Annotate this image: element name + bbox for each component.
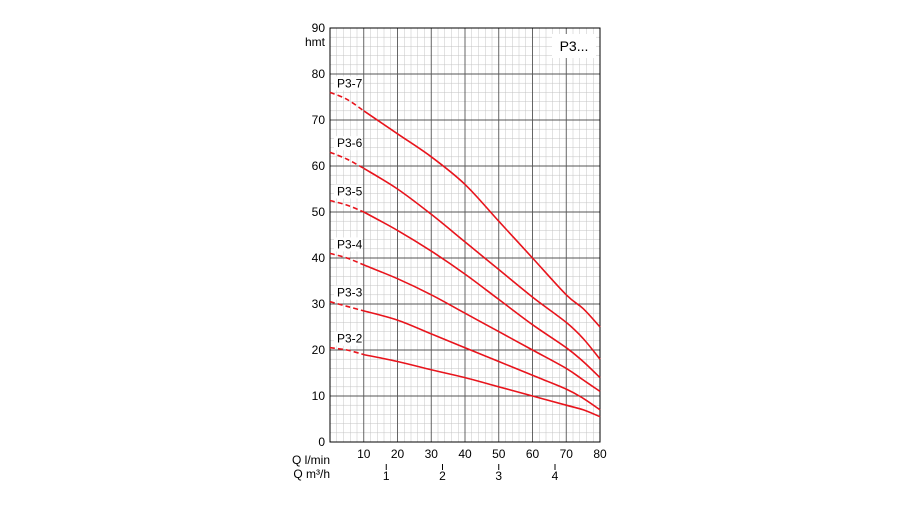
series-label: P3-2	[337, 332, 363, 346]
model-title-box	[552, 34, 596, 58]
series-label: P3-3	[337, 286, 363, 300]
x2-tick-label: 4	[552, 469, 559, 483]
y-tick-label: 60	[312, 159, 326, 173]
y-tick-label: 40	[312, 251, 326, 265]
y-tick-label: 70	[312, 113, 326, 127]
x-tick-label: 10	[357, 447, 371, 461]
y-tick-label: 0	[318, 435, 325, 449]
x-tick-label: 80	[593, 447, 607, 461]
series-label-bg	[334, 285, 362, 300]
x-tick-label: 60	[526, 447, 540, 461]
x-tick-label: 30	[425, 447, 439, 461]
series-label: P3-7	[337, 76, 363, 90]
curve-solid-segment	[363, 310, 601, 411]
series-label-bg	[334, 184, 362, 199]
curve-solid-segment	[363, 353, 601, 418]
x2-tick-label: 3	[495, 469, 502, 483]
x2-axis-label: Q m³/h	[293, 467, 330, 481]
y-axis-ticks: 0 10 20 30 40 50 60 70 80 90	[312, 21, 326, 449]
x2-axis-ticks: 1 2 3 4	[383, 464, 559, 483]
plot-frame	[329, 27, 601, 443]
curve-dashed-segment	[329, 151, 365, 170]
series-label-bg	[334, 331, 362, 346]
y-tick-label: 50	[312, 205, 326, 219]
series-label-bg	[334, 136, 362, 151]
x-tick-label: 70	[560, 447, 574, 461]
curve-solid-segment	[363, 167, 601, 360]
curve-dashed-segment	[329, 252, 365, 266]
curve-solid-segment	[363, 110, 601, 328]
curve-dashed-segment	[329, 346, 364, 356]
curve-dashed-segment	[329, 199, 365, 213]
series-labels: P3-7 P3-6 P3-5 P3-4 P3-3 P3-2	[334, 76, 363, 346]
y-tick-label: 20	[312, 343, 326, 357]
y-tick-label: 90	[312, 21, 326, 35]
x-axis-label: Q l/min	[292, 453, 330, 467]
curve-solid-segment	[363, 264, 601, 393]
series-label-bg	[334, 237, 362, 252]
x-tick-label: 50	[492, 447, 506, 461]
y-tick-label: 80	[312, 67, 326, 81]
y-tick-label: 10	[312, 389, 326, 403]
series-label-bg	[334, 76, 362, 91]
chart-title: P3...	[560, 38, 589, 54]
series-label: P3-6	[337, 136, 363, 150]
x-tick-label: 20	[391, 447, 405, 461]
x2-tick-label: 2	[439, 469, 446, 483]
curve-dashed-segment	[329, 91, 365, 112]
curve-solid-segment	[363, 211, 601, 379]
curve-dashed-segment	[329, 300, 364, 312]
pump-curves	[329, 91, 601, 418]
series-label: P3-5	[337, 185, 363, 199]
y-axis-label: hmt	[305, 35, 326, 49]
y-tick-label: 30	[312, 297, 326, 311]
series-label: P3-4	[337, 237, 363, 251]
x2-tick-label: 1	[383, 469, 390, 483]
x-tick-label: 40	[458, 447, 472, 461]
x-axis-ticks: 10 20 30 40 50 60 70 80	[357, 447, 607, 461]
